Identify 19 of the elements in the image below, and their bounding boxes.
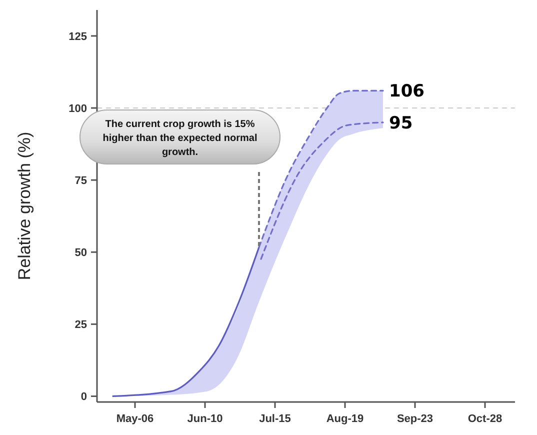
data-label: 95 [389,113,413,134]
line-series [112,246,260,398]
y-tick-label: 75 [74,174,87,187]
x-tick-label: Sep-23 [396,413,434,425]
y-tick-label: 25 [74,319,87,332]
y-tick-label: 50 [74,246,87,259]
y-tick-label: 100 [68,102,87,115]
line-series [260,122,384,260]
x-tick-label: May-06 [116,413,154,425]
annotation: The current crop growth is 15% higher than the expected normal growth. [102,119,258,158]
x-tick-label: Jun-10 [187,413,223,425]
line-series [258,90,384,248]
x-tick-label: Jul-15 [259,413,291,425]
y-tick-label: 0 [80,391,87,404]
y-axis-title: Relative growth (%) [15,132,34,280]
x-tick-label: Oct-28 [468,413,502,425]
data-label: 106 [389,82,424,102]
x-tick-label: Aug-19 [326,413,364,425]
y-tick-label: 125 [68,30,87,43]
